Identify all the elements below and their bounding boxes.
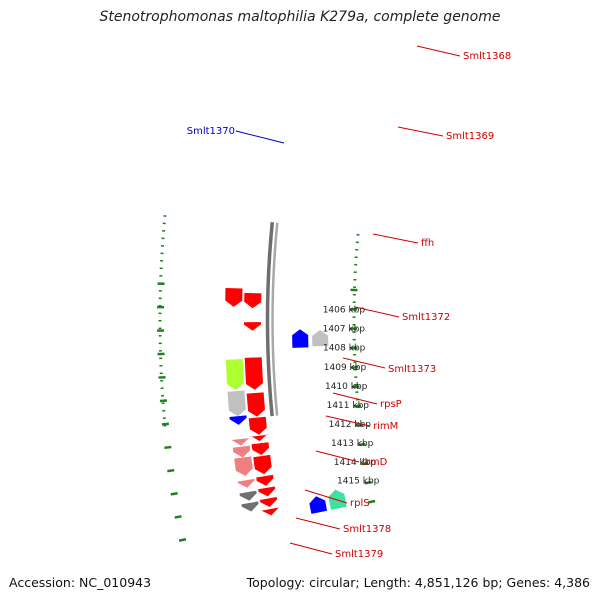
label-leader-line xyxy=(332,392,378,405)
gene-extra xyxy=(261,507,279,516)
label-leader-line xyxy=(304,489,348,504)
label-leader-line xyxy=(315,450,360,463)
label-leader-line xyxy=(397,126,444,137)
gene-label-rpls[interactable]: rplS xyxy=(350,498,370,509)
gene-smlt1378 xyxy=(239,490,257,501)
gene-label-smlt1372[interactable]: Smlt1372 xyxy=(402,312,450,323)
gene-label-smlt1370[interactable]: Smlt1370 xyxy=(187,126,235,137)
gene-label-trmd[interactable]: trmD xyxy=(362,457,388,468)
gene-smlt1378-neighbor xyxy=(258,486,276,497)
outer-ring-tick xyxy=(170,492,178,496)
map-title: Stenotrophomonas maltophilia K279a, comp… xyxy=(99,9,501,25)
tick-label: 1411 kbp xyxy=(327,401,370,411)
gene-blue-bottom xyxy=(309,496,328,514)
gene-smlt1372 xyxy=(227,390,246,417)
gene-rpsp-neighbor xyxy=(250,434,268,442)
outer-ring-tick xyxy=(174,515,182,519)
gene-label-smlt1378[interactable]: Smlt1378 xyxy=(343,524,391,535)
gene-smlt1373 xyxy=(229,415,247,425)
outer-ring-tick xyxy=(178,538,187,542)
gene-smlt1370-gray xyxy=(312,330,329,347)
label-leader-line xyxy=(235,130,285,144)
gene-smlt1369 xyxy=(244,322,261,331)
tick-label: 1413 kbp xyxy=(331,439,374,449)
gene-smlt1379 xyxy=(241,501,259,512)
gene-ffh-neighbor xyxy=(244,357,263,390)
tick-label: 1408 kbp xyxy=(323,344,366,354)
label-leader-line xyxy=(354,306,400,318)
label-leader-line xyxy=(416,45,461,57)
gene-label-smlt1379[interactable]: Smlt1379 xyxy=(335,549,383,560)
outer-ring-tick xyxy=(159,399,168,403)
tick-label: 1414 kbp xyxy=(334,458,377,468)
tick-label: 1415 kbp xyxy=(337,477,380,487)
inner-ring-tick xyxy=(364,480,372,485)
tick-label: 1406 kbp xyxy=(323,306,366,316)
gene-trmd-neighbor xyxy=(253,454,272,475)
gene-rpsp xyxy=(231,438,249,446)
gene-label-ffh[interactable]: ffh xyxy=(421,238,434,249)
outer-ring-tick xyxy=(167,468,175,473)
label-leader-line xyxy=(372,233,419,244)
gene-rpls xyxy=(237,478,255,488)
inner-ring-tick xyxy=(355,423,364,427)
gene-label-smlt1368[interactable]: Smlt1368 xyxy=(463,51,511,62)
gene-ffh xyxy=(225,359,244,390)
gene-rimm-neighbor xyxy=(251,442,270,455)
inner-ring-tick xyxy=(368,499,376,504)
backbone-inner xyxy=(271,222,279,416)
inner-ring-tick xyxy=(358,442,366,447)
tick-label: 1407 kbp xyxy=(323,325,366,335)
gene-label-rpsp[interactable]: rpsP xyxy=(380,399,402,410)
gene-smlt1370 xyxy=(292,329,309,348)
genome-summary-text: Topology: circular; Length: 4,851,126 bp… xyxy=(246,575,590,590)
tick-label: 1409 kbp xyxy=(324,363,367,373)
gene-rimm xyxy=(232,445,251,458)
gene-smlt1372-neighbor xyxy=(246,392,265,417)
label-leader-line xyxy=(342,357,386,369)
gene-rpls-neighbor xyxy=(256,474,274,486)
outer-ring-tick xyxy=(161,422,169,426)
gene-smlt1373-neighbor xyxy=(248,416,267,435)
inner-ring-tick xyxy=(353,404,362,408)
accession-text: Accession: NC_010943 xyxy=(9,575,152,590)
gene-label-smlt1369[interactable]: Smlt1369 xyxy=(446,131,494,142)
gene-trmd xyxy=(234,456,253,476)
label-leader-line xyxy=(289,542,333,555)
inner-ring-tick xyxy=(352,385,360,389)
label-leader-line xyxy=(295,517,341,530)
gene-label-smlt1373[interactable]: Smlt1373 xyxy=(388,364,436,375)
gene-smlt1368 xyxy=(244,292,262,309)
gene-label-rimm[interactable]: rimM xyxy=(373,421,398,432)
guide-ring-outer xyxy=(158,211,167,427)
outer-ring-tick xyxy=(164,445,172,450)
label-leader-line xyxy=(325,415,371,427)
gene-smlt1368-b xyxy=(225,288,243,307)
gene-smlt1379-neighbor xyxy=(259,497,278,507)
tick-label: 1412 kbp xyxy=(329,420,372,430)
inner-ring-tick xyxy=(361,461,369,466)
backbone-outer xyxy=(265,222,275,417)
tick-label: 1410 kbp xyxy=(325,382,368,392)
